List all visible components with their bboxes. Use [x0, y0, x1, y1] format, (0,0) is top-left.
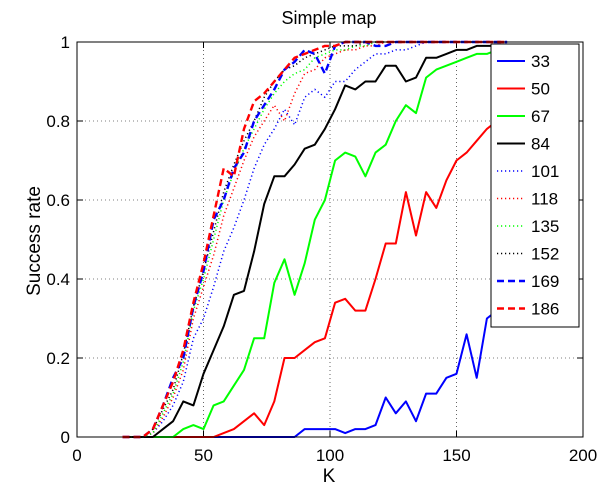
- y-tick-label: 0.4: [46, 270, 70, 289]
- legend-label: 84: [531, 135, 550, 154]
- axis-ticks: 0 50 100 150 200 0 0.2 0.4 0.6 0.8 1: [46, 33, 597, 465]
- legend-label: 169: [531, 272, 559, 291]
- y-tick-label: 0: [61, 428, 70, 447]
- x-tick-label: 50: [194, 446, 213, 465]
- x-tick-label: 200: [569, 446, 597, 465]
- legend-label: 101: [531, 162, 559, 181]
- y-tick-label: 1: [61, 33, 70, 52]
- legend-label: 33: [531, 52, 550, 71]
- legend-label: 135: [531, 217, 559, 236]
- legend-label: 118: [531, 190, 558, 209]
- legend-label: 67: [531, 107, 550, 126]
- legend: 33 50 67 84 101 118 135 152 169 186: [490, 43, 580, 328]
- series-line-118: [122, 41, 508, 438]
- x-axis-label: K: [323, 466, 336, 485]
- legend-box: [490, 43, 580, 328]
- series-line-67: [122, 48, 508, 438]
- y-tick-label: 0.6: [46, 191, 70, 210]
- y-tick-label: 0.2: [46, 349, 70, 368]
- legend-label: 186: [531, 300, 559, 319]
- x-tick-label: 0: [72, 446, 81, 465]
- y-axis-label: Success rate: [24, 186, 45, 296]
- series-line-33: [122, 305, 508, 438]
- series-line-50: [122, 112, 508, 438]
- legend-label: 152: [531, 245, 559, 264]
- series-lines: [122, 40, 508, 439]
- plot-frame: [76, 41, 584, 438]
- legend-label: 50: [531, 80, 550, 99]
- series-line-84: [122, 44, 508, 438]
- x-tick-label: 150: [442, 446, 470, 465]
- y-tick-label: 0.8: [46, 112, 70, 131]
- chart-title: Simple map: [281, 8, 376, 28]
- x-tick-label: 100: [316, 446, 344, 465]
